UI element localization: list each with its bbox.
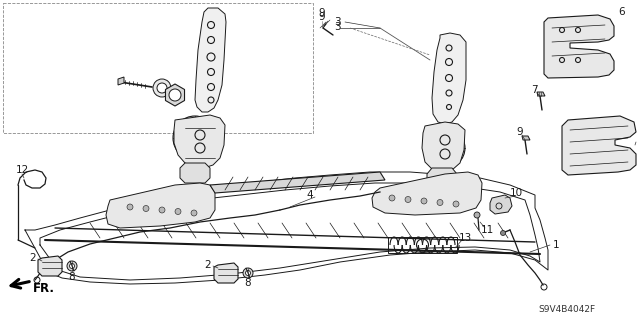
Text: 2: 2: [29, 253, 36, 263]
Text: 11: 11: [481, 225, 493, 235]
Polygon shape: [180, 163, 210, 183]
Circle shape: [437, 199, 443, 205]
Circle shape: [453, 201, 459, 207]
Circle shape: [500, 231, 506, 235]
Circle shape: [159, 207, 165, 213]
Circle shape: [67, 261, 77, 271]
Bar: [388, 192, 396, 204]
Bar: [126, 201, 134, 213]
Polygon shape: [490, 195, 512, 214]
Bar: [190, 207, 198, 219]
Text: 1: 1: [553, 240, 559, 250]
Bar: [436, 197, 444, 209]
Circle shape: [169, 89, 181, 101]
Bar: [420, 195, 428, 207]
Text: 5: 5: [639, 137, 640, 147]
Circle shape: [442, 145, 447, 151]
Circle shape: [143, 205, 149, 211]
Circle shape: [243, 268, 253, 278]
Circle shape: [474, 212, 480, 218]
Polygon shape: [427, 168, 457, 188]
Polygon shape: [562, 116, 636, 175]
Text: 8: 8: [244, 278, 252, 288]
Text: 3: 3: [333, 17, 340, 27]
Text: 6: 6: [619, 7, 625, 17]
Text: 4: 4: [307, 190, 314, 200]
Bar: [174, 205, 182, 218]
Text: 8: 8: [68, 272, 76, 282]
Polygon shape: [174, 115, 225, 168]
Circle shape: [425, 128, 465, 168]
Circle shape: [421, 198, 427, 204]
Bar: [404, 194, 412, 205]
Circle shape: [191, 210, 197, 216]
Text: 13: 13: [458, 233, 472, 243]
Polygon shape: [537, 92, 545, 96]
Bar: [3, 3, 313, 133]
Polygon shape: [210, 172, 385, 193]
Circle shape: [192, 135, 198, 141]
Circle shape: [70, 263, 74, 269]
Text: FR.: FR.: [33, 281, 55, 294]
Circle shape: [389, 195, 395, 201]
Polygon shape: [38, 256, 62, 276]
Circle shape: [246, 271, 250, 276]
Circle shape: [157, 83, 167, 93]
Polygon shape: [522, 136, 530, 140]
Bar: [158, 204, 166, 216]
Polygon shape: [106, 183, 215, 228]
Polygon shape: [422, 122, 465, 172]
Polygon shape: [195, 8, 226, 112]
Circle shape: [127, 204, 133, 210]
Polygon shape: [432, 33, 466, 124]
Polygon shape: [214, 263, 238, 283]
Text: 10: 10: [509, 188, 523, 198]
Polygon shape: [544, 15, 614, 78]
Polygon shape: [372, 172, 482, 215]
Bar: [388, 237, 457, 253]
Polygon shape: [118, 77, 124, 85]
Bar: [142, 203, 150, 214]
Circle shape: [173, 116, 217, 160]
Circle shape: [405, 197, 411, 203]
Circle shape: [153, 79, 171, 97]
Text: 7: 7: [531, 85, 538, 95]
Text: 2: 2: [205, 260, 211, 270]
Text: 9: 9: [319, 8, 325, 18]
Text: 9: 9: [319, 12, 325, 22]
Text: 3: 3: [333, 22, 340, 32]
Text: 12: 12: [15, 165, 29, 175]
Text: S9V4B4042F: S9V4B4042F: [538, 305, 595, 314]
Bar: [452, 198, 460, 210]
Text: 9: 9: [516, 127, 524, 137]
Polygon shape: [166, 84, 184, 106]
Circle shape: [175, 209, 181, 214]
